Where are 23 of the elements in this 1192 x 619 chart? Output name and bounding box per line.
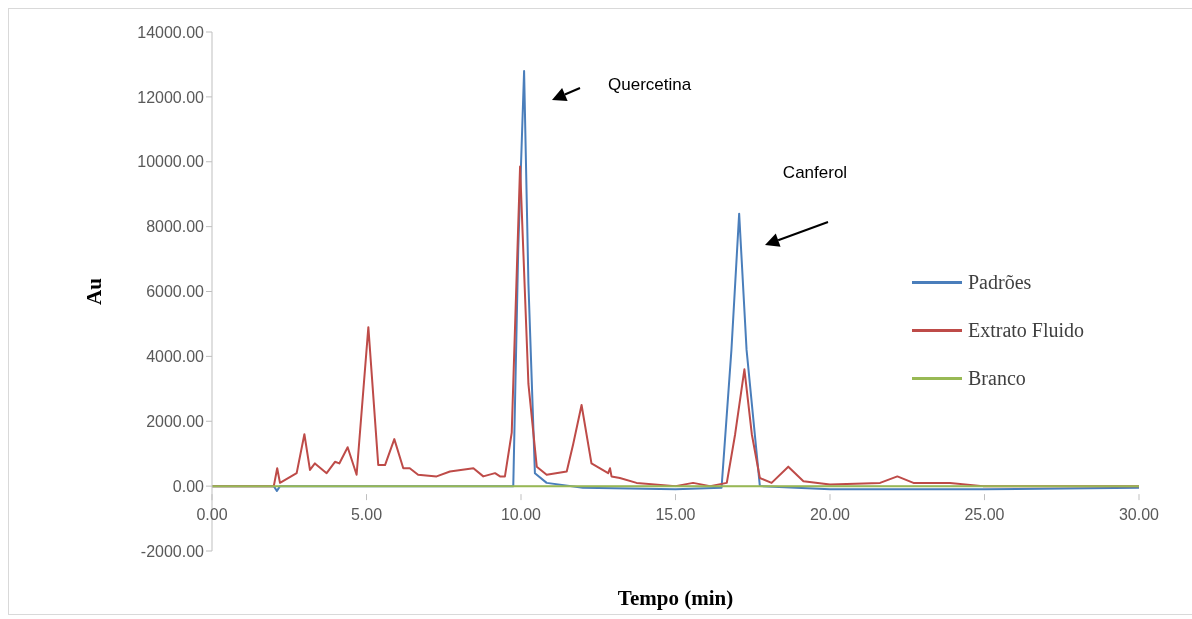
y-axis-title: Au [82, 277, 107, 305]
legend-label: Extrato Fluido [968, 318, 1085, 342]
x-tick-label: 25.00 [964, 506, 1005, 524]
y-tick-label: 4000.00 [146, 348, 205, 366]
y-tick-label: 8000.00 [146, 218, 205, 236]
y-tick-label: 14000.00 [137, 23, 205, 41]
legend-label: Branco [968, 366, 1026, 390]
x-tick-label: 30.00 [1118, 506, 1160, 524]
x-tick-label: 5.00 [350, 506, 383, 524]
y-tick-label: 10000.00 [137, 153, 205, 171]
x-tick-label: 15.00 [655, 506, 696, 524]
y-tick-label: -2000.00 [140, 542, 205, 560]
x-tick-label: 20.00 [809, 506, 851, 524]
y-tick-label: 12000.00 [137, 88, 205, 106]
y-tick-label: 2000.00 [146, 412, 205, 430]
annotation: Canferol [782, 163, 848, 182]
y-tick-label: 0.00 [172, 477, 205, 495]
x-axis-title: Tempo (min) [617, 586, 734, 610]
annotation: Quercetina [608, 75, 692, 94]
legend-label: Padrões [968, 270, 1032, 294]
x-tick-label: 0.00 [196, 506, 228, 524]
x-tick-label: 10.00 [500, 506, 542, 524]
y-tick-label: 6000.00 [146, 283, 205, 301]
